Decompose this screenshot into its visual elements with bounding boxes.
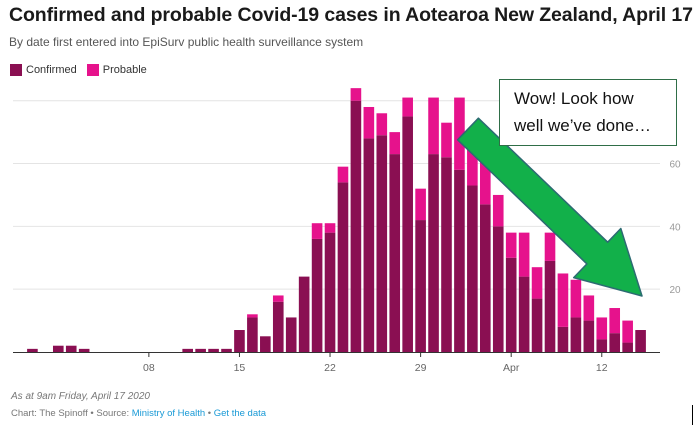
bar-confirmed-1 — [27, 348, 38, 352]
bar-confirmed-27 — [363, 138, 375, 352]
legend: Confirmed Probable — [10, 64, 157, 76]
bar-probable-45 — [596, 317, 608, 340]
bar-confirmed-41 — [544, 260, 556, 352]
bar-confirmed-5 — [78, 348, 90, 352]
y-tick-label-40: 40 — [669, 222, 681, 233]
y-tick-label-20: 20 — [669, 285, 681, 296]
bar-probable-42 — [557, 273, 569, 327]
bar-probable-20 — [272, 295, 284, 302]
bar-probable-38 — [505, 232, 517, 258]
bar-probable-18 — [247, 314, 258, 318]
bar-confirmed-44 — [583, 320, 595, 352]
bar-confirmed-21 — [285, 317, 297, 352]
text-cursor — [692, 405, 693, 425]
bar-probable-31 — [415, 188, 426, 221]
callout-line-1: Wow! Look how — [514, 89, 634, 108]
bar-probable-30 — [402, 97, 413, 117]
bar-confirmed-30 — [402, 116, 413, 352]
bar-probable-36 — [480, 147, 491, 205]
callout-box: Wow! Look how well we’ve done… — [499, 79, 677, 146]
bars — [27, 88, 646, 353]
bar-confirmed-32 — [428, 154, 439, 352]
y-tick-label-60: 60 — [669, 160, 681, 171]
bar-probable-39 — [518, 232, 530, 277]
bar-confirmed-28 — [376, 135, 388, 352]
x-tick-label-08: 08 — [143, 362, 155, 374]
footer-note: As at 9am Friday, April 17 2020 — [11, 391, 150, 402]
x-tick-label-12: 12 — [596, 362, 608, 374]
legend-swatch-confirmed — [10, 64, 22, 76]
bar-confirmed-45 — [596, 339, 608, 352]
bar-probable-46 — [609, 308, 621, 334]
bar-confirmed-17 — [234, 330, 245, 352]
bar-confirmed-25 — [337, 182, 349, 352]
bar-confirmed-48 — [635, 330, 646, 352]
bar-confirmed-4 — [65, 345, 77, 352]
bar-probable-32 — [428, 97, 439, 155]
bar-confirmed-39 — [518, 276, 530, 352]
source-separator: • — [205, 408, 214, 419]
bar-probable-47 — [622, 320, 633, 343]
x-tick-label-29: 29 — [415, 362, 427, 374]
get-the-data-link[interactable]: Get the data — [213, 408, 267, 419]
bar-confirmed-31 — [415, 220, 426, 352]
bar-confirmed-20 — [272, 301, 284, 352]
legend-swatch-probable — [86, 64, 99, 76]
bar-confirmed-23 — [311, 238, 323, 352]
bar-confirmed-42 — [557, 326, 569, 352]
bar-confirmed-18 — [247, 317, 258, 352]
bar-probable-35 — [467, 128, 478, 186]
legend-item-probable: Probable — [86, 64, 147, 76]
bar-confirmed-33 — [441, 157, 452, 352]
bar-confirmed-40 — [531, 298, 543, 352]
bar-probable-25 — [337, 166, 349, 183]
legend-label-confirmed: Confirmed — [26, 64, 77, 76]
bar-probable-29 — [389, 132, 401, 155]
bar-probable-34 — [454, 97, 465, 170]
bar-confirmed-35 — [467, 185, 478, 352]
y-axis-labels: 20 40 60 — [669, 160, 681, 297]
bar-confirmed-37 — [492, 226, 504, 352]
bar-confirmed-36 — [480, 204, 491, 352]
bar-confirmed-34 — [454, 169, 465, 352]
bar-probable-41 — [544, 232, 556, 261]
bar-confirmed-14 — [195, 348, 206, 352]
legend-item-confirmed: Confirmed — [10, 64, 77, 76]
bar-confirmed-46 — [609, 333, 621, 352]
bar-probable-23 — [311, 223, 323, 239]
bar-probable-33 — [441, 122, 452, 158]
bar-confirmed-22 — [298, 276, 310, 352]
bar-confirmed-43 — [570, 317, 582, 352]
callout-line-2: well we’ve done… — [514, 116, 652, 135]
bar-confirmed-29 — [389, 154, 401, 352]
bar-probable-37 — [492, 194, 504, 227]
bar-confirmed-15 — [208, 348, 219, 352]
bar-confirmed-3 — [52, 345, 64, 352]
bar-confirmed-24 — [324, 232, 336, 352]
x-axis: 08 15 22 29 Apr 12 — [13, 352, 660, 374]
source-prefix: Chart: The Spinoff • Source: — [11, 408, 132, 419]
bar-probable-27 — [363, 106, 375, 139]
bar-confirmed-38 — [505, 257, 517, 352]
footer-source: Chart: The Spinoff • Source: Ministry of… — [11, 408, 266, 419]
bar-probable-28 — [376, 113, 388, 136]
ministry-of-health-link[interactable]: Ministry of Health — [131, 408, 206, 419]
bar-probable-40 — [531, 267, 543, 299]
bar-probable-24 — [324, 223, 336, 233]
bar-confirmed-19 — [260, 336, 271, 352]
chart-subtitle: By date first entered into EpiSurv publi… — [9, 35, 364, 49]
x-tick-label-15: 15 — [234, 362, 246, 374]
bar-confirmed-16 — [221, 348, 232, 352]
bar-probable-26 — [350, 88, 362, 101]
bar-confirmed-26 — [350, 100, 362, 353]
bar-probable-43 — [570, 279, 582, 318]
bar-confirmed-47 — [622, 342, 633, 352]
chart-title: Confirmed and probable Covid-19 cases in… — [9, 4, 693, 26]
bar-confirmed-13 — [182, 348, 193, 352]
legend-label-probable: Probable — [102, 64, 147, 76]
bar-probable-44 — [583, 295, 595, 321]
x-tick-label-22: 22 — [324, 362, 336, 374]
x-tick-label-Apr: Apr — [503, 362, 520, 374]
